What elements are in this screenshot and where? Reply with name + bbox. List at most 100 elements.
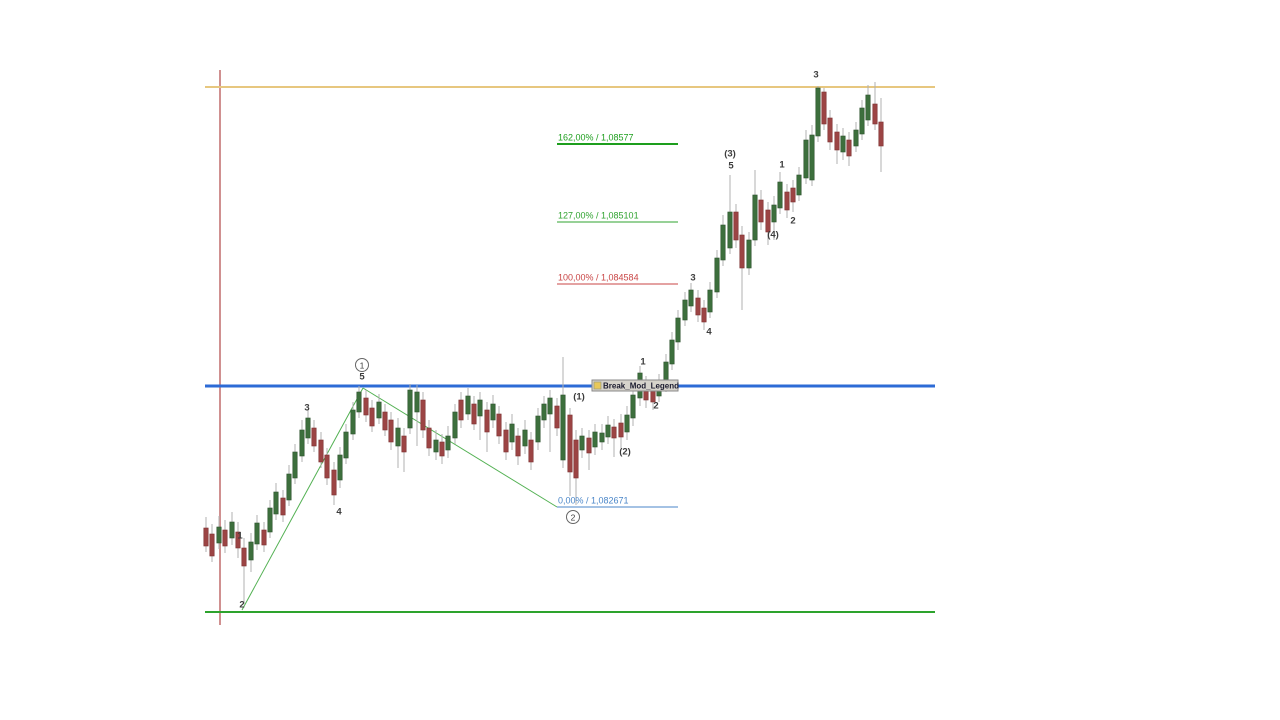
wave-circle-number: 2 [571,513,576,523]
candle-body-up [859,107,865,135]
candle-body-down [503,429,509,453]
candle-body-down [369,407,375,427]
candle [675,310,681,350]
fib-level-label: 127,00% / 1,085101 [558,211,639,221]
legend-text: Break_Mod_Legend [603,382,679,391]
candle-body-down [528,439,534,463]
candle-body-down [235,531,241,549]
candle-body-down [573,439,579,479]
candle [784,184,790,218]
wave-label: 3 [690,273,695,284]
candle [809,125,815,186]
candle [388,412,394,450]
candle-body-down [324,454,330,479]
fib-level-label: 100,00% / 1,084584 [558,273,639,283]
candle-body-down [739,234,745,269]
candle [758,190,764,230]
candle-body-down [872,103,878,125]
candle-body-down [318,439,324,463]
candle [865,85,871,126]
candle [872,82,878,130]
candle [554,398,560,436]
candle-body-up [292,451,298,479]
wave-label: (4) [767,230,779,241]
candle [343,424,349,464]
candle-body-down [834,131,840,151]
candle [834,124,840,164]
candle [395,418,401,468]
candle-body-up [433,439,439,453]
candle [407,384,413,434]
candle [241,538,247,604]
candle [535,408,541,450]
candle-body-up [579,435,585,451]
wave-label: 1 [237,531,243,542]
candle [878,98,884,172]
candle [592,424,598,455]
candle-body-down [790,187,796,203]
candle [669,332,675,370]
candle [560,357,566,468]
candle [426,420,432,456]
candle-body-up [343,431,349,459]
candle-body-up [273,491,279,515]
candle-body-down [567,414,573,473]
candle [414,385,420,446]
wave-label: 4 [336,507,342,518]
candle [618,414,624,448]
candle-body-up [286,473,292,501]
horizontal-lines [205,86,935,613]
candle [311,420,317,452]
candle-body-down [701,307,707,323]
trend-line[interactable] [241,387,364,611]
candle [439,434,445,464]
candle-body-down [846,139,852,157]
candle-body-down [471,403,477,425]
indicator-legend-box[interactable]: Break_Mod_Legend [591,379,679,392]
candle [803,130,809,184]
candle-body-up [299,429,305,457]
candle [376,394,382,424]
candle-body-up [509,423,515,443]
legend-background[interactable] [591,379,679,392]
wave-label: 5 [359,372,365,383]
candle [452,404,458,444]
candle [522,420,528,454]
candle-body-up [630,394,636,419]
candle-body-up [599,432,605,443]
wave-label: 5 [728,161,734,172]
candle [324,448,330,485]
candle-body-down [439,441,445,457]
candle [273,483,279,520]
candle-body-up [267,507,273,533]
candle-body-up [853,129,859,147]
candle-body-up [796,174,802,196]
candle [846,132,852,166]
candle [695,290,701,322]
candle [859,100,865,140]
candle-body-up [815,87,821,137]
candle-body-up [675,317,681,343]
fib-extension-tool[interactable]: 162,00% / 1,08577 127,00% / 1,085101 100,0… [557,133,678,508]
circled-wave-label: 1 [355,358,369,372]
candle-body-down [733,211,739,241]
candle-body-down [878,121,884,147]
candle [254,515,260,550]
candle [305,410,311,444]
candle-body-down [695,297,701,316]
candle [331,462,337,505]
candle-body-up [865,94,871,121]
candle [503,422,509,460]
candle [611,419,617,457]
candle [528,432,534,470]
candle-body-up [727,211,733,249]
fib-level-label: 162,00% / 1,08577 [558,133,634,143]
candle [707,282,713,318]
candle-body-up [350,409,356,435]
candle-body-up [337,454,343,481]
candle [682,292,688,326]
trend-line[interactable] [362,387,558,508]
candle [790,180,796,212]
candle [547,390,553,452]
